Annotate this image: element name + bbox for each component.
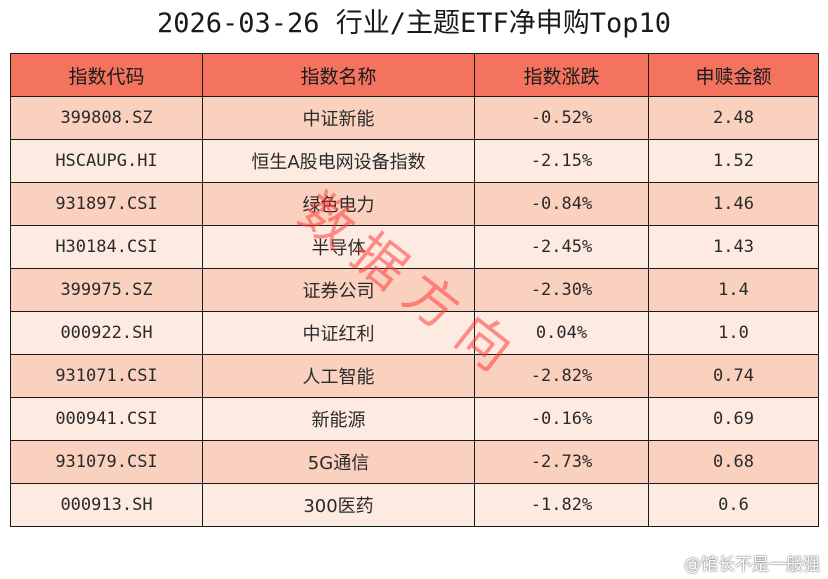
table-row: 931897.CSI 绿色电力 -0.84% 1.46: [10, 182, 819, 226]
cell-index-name: 证券公司: [202, 268, 475, 312]
cell-index-code: 931897.CSI: [10, 182, 203, 226]
table-row: H30184.CSI 半导体 -2.45% 1.43: [10, 225, 819, 269]
cell-index-change: -0.52%: [474, 96, 649, 140]
cell-flow-amount: 1.43: [648, 225, 819, 269]
cell-index-name: 绿色电力: [202, 182, 475, 226]
cell-flow-amount: 2.48: [648, 96, 819, 140]
cell-index-code: 000941.CSI: [10, 397, 203, 441]
page-title: 2026-03-26 行业/主题ETF净申购Top10: [156, 8, 672, 39]
cell-flow-amount: 0.74: [648, 354, 819, 398]
table-row: 931079.CSI 5G通信 -2.73% 0.68: [10, 440, 819, 484]
table-row: 000941.CSI 新能源 -0.16% 0.69: [10, 397, 819, 441]
cell-index-name: 人工智能: [202, 354, 475, 398]
cell-index-change: 0.04%: [474, 311, 649, 355]
cell-index-change: -2.45%: [474, 225, 649, 269]
cell-flow-amount: 1.4: [648, 268, 819, 312]
cell-index-code: HSCAUPG.HI: [10, 139, 203, 183]
cell-index-name: 恒生A股电网设备指数: [202, 139, 475, 183]
cell-index-name: 半导体: [202, 225, 475, 269]
cell-flow-amount: 1.0: [648, 311, 819, 355]
column-header-code: 指数代码: [10, 53, 203, 97]
table-header-row: 指数代码 指数名称 指数涨跌 申赎金额: [10, 53, 819, 97]
cell-flow-amount: 0.69: [648, 397, 819, 441]
cell-index-change: -2.82%: [474, 354, 649, 398]
cell-flow-amount: 0.68: [648, 440, 819, 484]
table-body: 399808.SZ 中证新能 -0.52% 2.48 HSCAUPG.HI 恒生A股电网设…: [10, 96, 819, 527]
cell-flow-amount: 0.6: [648, 483, 819, 527]
cell-index-change: -0.16%: [474, 397, 649, 441]
table-row: 399808.SZ 中证新能 -0.52% 2.48: [10, 96, 819, 140]
cell-index-code: 399975.SZ: [10, 268, 203, 312]
cell-index-change: -2.73%: [474, 440, 649, 484]
cell-index-name: 中证红利: [202, 311, 475, 355]
cell-flow-amount: 1.46: [648, 182, 819, 226]
cell-index-code: H30184.CSI: [10, 225, 203, 269]
column-header-change: 指数涨跌: [474, 53, 649, 97]
cell-index-code: 931079.CSI: [10, 440, 203, 484]
cell-index-name: 300医药: [202, 483, 475, 527]
cell-index-change: -2.30%: [474, 268, 649, 312]
cell-index-change: -2.15%: [474, 139, 649, 183]
cell-index-code: 000913.SH: [10, 483, 203, 527]
cell-index-code: 000922.SH: [10, 311, 203, 355]
weibo-watermark: @馆长不是一般强: [684, 555, 820, 575]
cell-index-change: -1.82%: [474, 483, 649, 527]
table-row: 399975.SZ 证券公司 -2.30% 1.4: [10, 268, 819, 312]
cell-flow-amount: 1.52: [648, 139, 819, 183]
column-header-name: 指数名称: [202, 53, 475, 97]
cell-index-code: 931071.CSI: [10, 354, 203, 398]
table-row: 000913.SH 300医药 -1.82% 0.6: [10, 483, 819, 527]
etf-table: 指数代码 指数名称 指数涨跌 申赎金额 399808.SZ 中证新能 -0.52% 2…: [10, 53, 819, 527]
table-row: HSCAUPG.HI 恒生A股电网设备指数 -2.15% 1.52: [10, 139, 819, 183]
column-header-amount: 申赎金额: [648, 53, 819, 97]
cell-index-name: 5G通信: [202, 440, 475, 484]
table-row: 000922.SH 中证红利 0.04% 1.0: [10, 311, 819, 355]
cell-index-code: 399808.SZ: [10, 96, 203, 140]
cell-index-name: 中证新能: [202, 96, 475, 140]
cell-index-name: 新能源: [202, 397, 475, 441]
cell-index-change: -0.84%: [474, 182, 649, 226]
table-row: 931071.CSI 人工智能 -2.82% 0.74: [10, 354, 819, 398]
